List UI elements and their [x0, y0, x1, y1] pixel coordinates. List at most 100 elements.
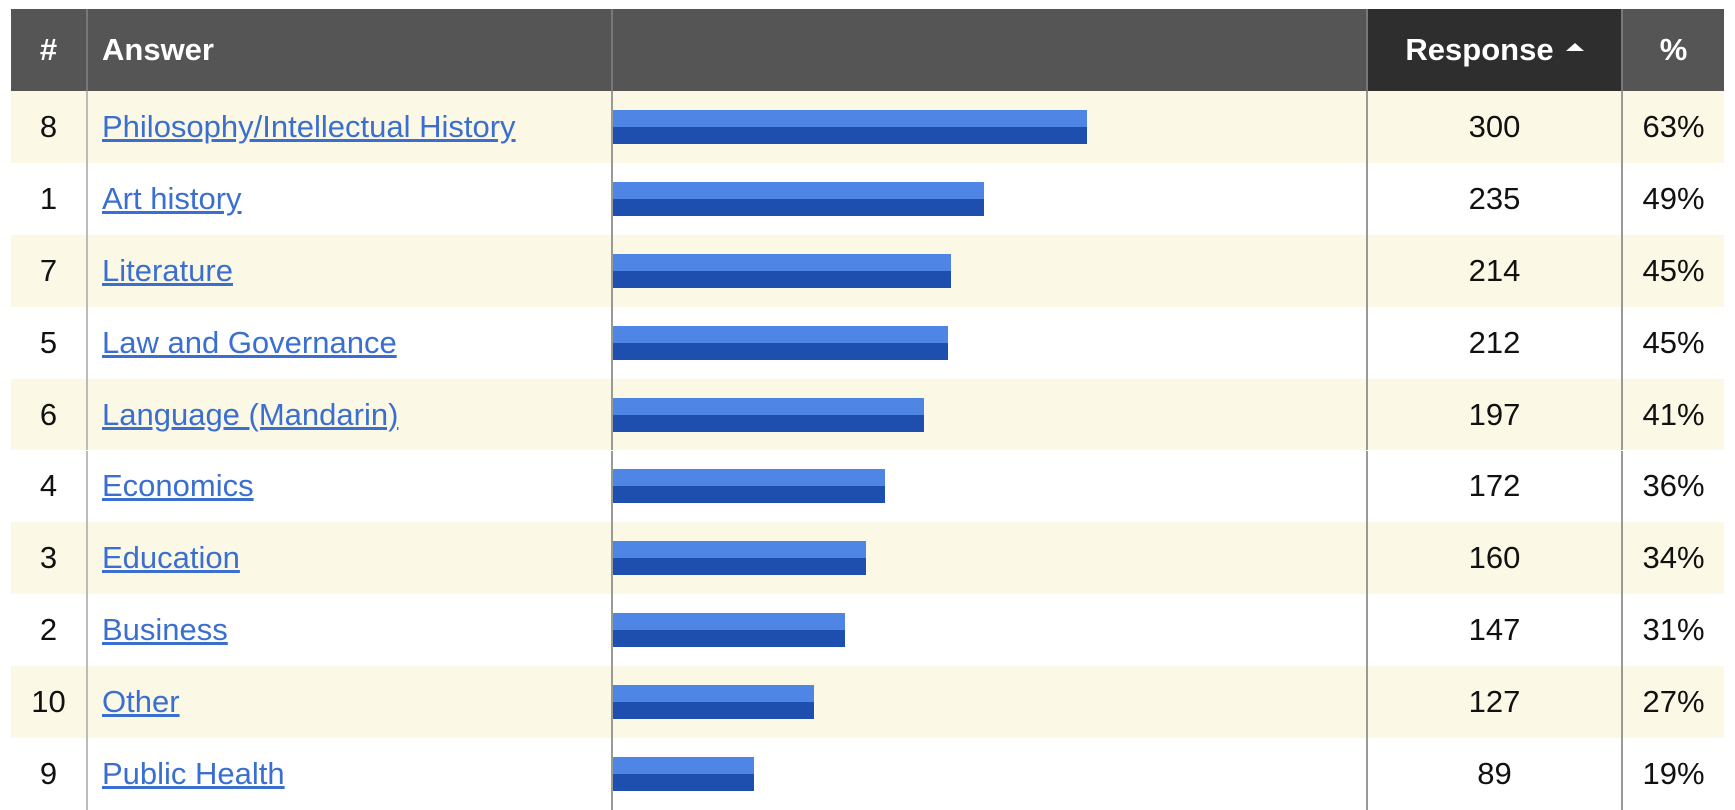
- response-count: 160: [1468, 540, 1521, 576]
- response-cell: 89: [1366, 738, 1621, 810]
- answer-link[interactable]: Education: [102, 540, 240, 576]
- answer-cell: Art history: [86, 162, 611, 235]
- table-row: 9 Public Health 89 19%: [11, 738, 1724, 810]
- bar-cell: [611, 666, 1366, 739]
- percent-cell: 45%: [1621, 306, 1724, 379]
- header-percent: %: [1621, 9, 1724, 91]
- table-row: 2 Business 147 31%: [11, 594, 1724, 667]
- table-row: 5 Law and Governance 212 45%: [11, 306, 1724, 379]
- response-count: 147: [1468, 612, 1521, 648]
- bar-cell: [611, 738, 1366, 810]
- percent-cell: 34%: [1621, 522, 1724, 595]
- sort-arrow[interactable]: [1565, 43, 1584, 51]
- answer-number: 10: [31, 684, 66, 720]
- response-cell: 197: [1366, 378, 1621, 451]
- answer-link[interactable]: Language (Mandarin): [102, 396, 399, 432]
- answer-cell: Other: [86, 666, 611, 739]
- number-cell: 2: [11, 594, 86, 666]
- header-response-text[interactable]: Response: [1405, 32, 1554, 67]
- answer-link[interactable]: Public Health: [102, 756, 285, 792]
- bar: [613, 325, 948, 360]
- bar: [613, 397, 925, 432]
- percent-cell: 49%: [1621, 162, 1724, 235]
- number-cell: 6: [11, 379, 86, 451]
- response-count: 300: [1468, 108, 1521, 144]
- answer-cell: Business: [86, 594, 611, 667]
- bar: [613, 757, 754, 792]
- bar-cell: [611, 522, 1366, 595]
- percent-cell: 36%: [1621, 450, 1724, 523]
- bar: [613, 109, 1087, 144]
- percent-cell: 45%: [1621, 234, 1724, 307]
- bar: [613, 613, 846, 648]
- response-count: 235: [1468, 180, 1521, 216]
- response-cell: 172: [1366, 450, 1621, 523]
- bar-cell: [611, 234, 1366, 307]
- number-cell: 1: [11, 163, 86, 235]
- header-answer: Answer: [86, 9, 611, 91]
- header-bar: [611, 9, 1366, 91]
- answer-number: 1: [39, 180, 58, 216]
- bar-cell: [611, 450, 1366, 523]
- percent-cell: 19%: [1621, 738, 1724, 810]
- answer-link[interactable]: Business: [102, 612, 228, 648]
- response-percent: 36%: [1642, 468, 1705, 504]
- number-cell: 9: [11, 738, 86, 810]
- answer-link[interactable]: Philosophy/Intellectual History: [102, 108, 516, 144]
- header-row: # Answer Response %: [11, 9, 1724, 91]
- answer-number: 6: [39, 396, 58, 432]
- number-cell: 7: [11, 235, 86, 307]
- response-percent: 63%: [1642, 108, 1705, 144]
- answer-link[interactable]: Law and Governance: [102, 324, 397, 360]
- response-cell: 235: [1366, 162, 1621, 235]
- table-row: 7 Literature 214 45%: [11, 234, 1724, 307]
- header-response[interactable]: Response: [1366, 9, 1621, 91]
- answer-number: 7: [39, 252, 58, 288]
- answer-cell: Philosophy/Intellectual History: [86, 91, 611, 163]
- table-row: 3 Education 160 34%: [11, 522, 1724, 595]
- answer-cell: Language (Mandarin): [86, 378, 611, 451]
- response-count: 172: [1468, 468, 1521, 504]
- response-cell: 300: [1366, 91, 1621, 163]
- bar: [613, 253, 952, 288]
- answer-link[interactable]: Literature: [102, 252, 233, 288]
- bar-cell: [611, 378, 1366, 451]
- header-percent-text: %: [1659, 32, 1688, 67]
- bar-cell: [611, 594, 1366, 667]
- response-percent: 27%: [1642, 684, 1705, 720]
- answer-number: 3: [39, 540, 58, 576]
- answer-number: 8: [39, 108, 58, 144]
- response-percent: 19%: [1642, 756, 1705, 792]
- response-percent: 45%: [1642, 324, 1705, 360]
- answer-link[interactable]: Economics: [102, 468, 254, 504]
- table-row: 10 Other 127 27%: [11, 666, 1724, 739]
- answer-cell: Law and Governance: [86, 306, 611, 379]
- percent-cell: 31%: [1621, 594, 1724, 667]
- response-cell: 147: [1366, 594, 1621, 667]
- number-cell: 3: [11, 522, 86, 594]
- table-row: 1 Art history 235 49%: [11, 162, 1724, 235]
- answer-link[interactable]: Other: [102, 684, 180, 720]
- bar: [613, 685, 814, 720]
- response-cell: 212: [1366, 306, 1621, 379]
- table-row: 4 Economics 172 36%: [11, 450, 1724, 523]
- percent-cell: 27%: [1621, 666, 1724, 739]
- answer-link[interactable]: Art history: [102, 180, 242, 216]
- table-row: 8 Philosophy/Intellectual History 300 63%: [11, 91, 1724, 163]
- response-count: 214: [1468, 252, 1521, 288]
- bar-cell: [611, 91, 1366, 163]
- response-cell: 214: [1366, 234, 1621, 307]
- response-count: 197: [1468, 396, 1521, 432]
- bar-cell: [611, 306, 1366, 379]
- response-cell: 127: [1366, 666, 1621, 739]
- answer-number: 2: [39, 612, 58, 648]
- header-answer-text: Answer: [102, 32, 214, 67]
- response-percent: 41%: [1642, 396, 1705, 432]
- bar: [613, 469, 885, 504]
- percent-cell: 41%: [1621, 378, 1724, 451]
- answer-number: 9: [39, 756, 58, 792]
- response-count: 89: [1477, 756, 1512, 792]
- answer-cell: Public Health: [86, 738, 611, 810]
- response-cell: 160: [1366, 522, 1621, 595]
- answer-number: 5: [39, 324, 58, 360]
